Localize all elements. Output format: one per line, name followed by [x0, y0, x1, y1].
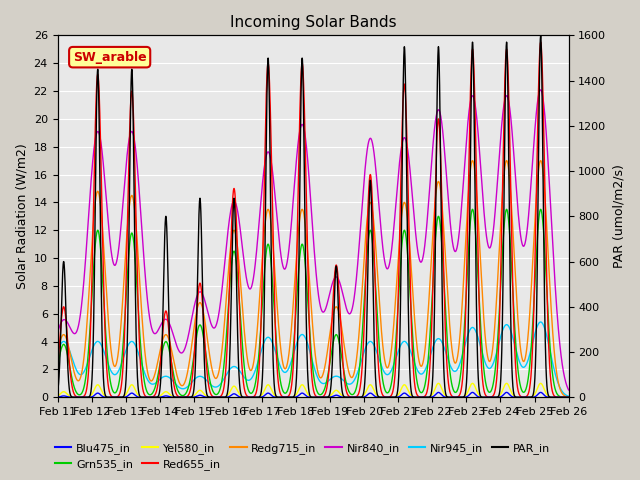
- Legend: Blu475_in, Grn535_in, Yel580_in, Red655_in, Redg715_in, Nir840_in, Nir945_in, PA: Blu475_in, Grn535_in, Yel580_in, Red655_…: [51, 438, 555, 474]
- Title: Incoming Solar Bands: Incoming Solar Bands: [230, 15, 396, 30]
- Text: SW_arable: SW_arable: [73, 51, 147, 64]
- Y-axis label: Solar Radiation (W/m2): Solar Radiation (W/m2): [15, 144, 28, 289]
- Y-axis label: PAR (umol/m2/s): PAR (umol/m2/s): [612, 164, 625, 268]
